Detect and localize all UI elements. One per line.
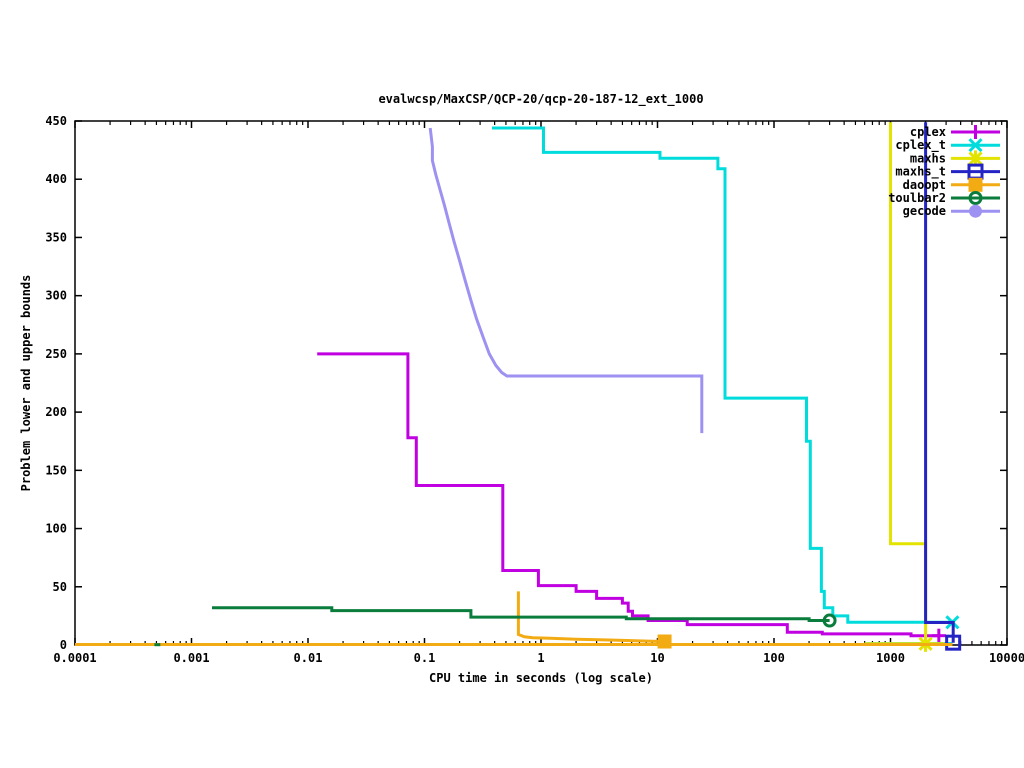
y-tick-label: 100 [45, 522, 67, 536]
legend-label-daoopt: daoopt [903, 178, 946, 192]
x-tick-label: 1 [537, 651, 544, 665]
legend-label-maxhs_t: maxhs_t [895, 165, 946, 180]
legend-marker-gecode [969, 204, 982, 218]
legend-marker-daoopt [968, 177, 983, 192]
y-tick-label: 50 [53, 580, 67, 594]
y-tick-label: 400 [45, 172, 67, 186]
x-tick-label: 0.1 [414, 651, 436, 665]
legend-label-cplex_t: cplex_t [895, 138, 946, 153]
legend-marker-cplex [968, 125, 983, 139]
y-tick-label: 150 [45, 463, 67, 477]
y-tick-label: 350 [45, 230, 67, 244]
legend-marker-toulbar2 [968, 191, 983, 205]
y-tick-label: 450 [45, 114, 67, 128]
y-tick-label: 300 [45, 289, 67, 303]
legend-item-toulbar2: toulbar2 [888, 191, 1000, 205]
series-cplex-line [317, 352, 939, 638]
series-maxhs_t-line [924, 122, 955, 643]
x-tick-label: 100 [763, 651, 785, 665]
series-cplex_t-line [492, 126, 953, 624]
x-tick-label: 0.0001 [53, 651, 96, 665]
plot-border [74, 120, 1008, 646]
y-tick-label: 250 [45, 347, 67, 361]
legend-item-maxhs_t: maxhs_t [895, 163, 1000, 180]
legend-item-daoopt: daoopt [903, 177, 1000, 192]
legend-item-cplex: cplex [910, 125, 1000, 139]
x-tick-label: 0.01 [294, 651, 323, 665]
legend-label-gecode: gecode [903, 204, 946, 218]
series-maxhs_t-marker [945, 634, 962, 651]
series-toulbar2-line [212, 606, 830, 622]
legend-label-cplex: cplex [910, 125, 946, 139]
series-daoopt-line [516, 591, 665, 643]
axes: 0 50 100 150 200 250 300 350 400 450 0.0001 0.001 0.… [45, 114, 1024, 665]
series-gecode-line [428, 127, 704, 434]
x-tick-label: 1000 [876, 651, 905, 665]
y-axis-label: Problem lower and upper bounds [19, 275, 33, 492]
series-toulbar2-marker [822, 613, 837, 628]
legend-marker-cplex_t [968, 138, 983, 153]
x-tick-label: 10000 [989, 651, 1024, 665]
series-cplex-marker [931, 628, 946, 643]
legend-item-cplex_t: cplex_t [895, 138, 1000, 153]
x-axis-label: CPU time in seconds (log scale) [429, 671, 653, 685]
x-tick-label: 10 [650, 651, 664, 665]
y-tick-label: 0 [60, 638, 67, 652]
series-lines [75, 122, 962, 652]
y-tick-label: 200 [45, 405, 67, 419]
legend-label-toulbar2: toulbar2 [888, 191, 946, 205]
chart-title: evalwcsp/MaxCSP/QCP-20/qcp-20-187-12_ext… [378, 92, 703, 107]
legend: cplexcplex_tmaxhsmaxhs_tdaoopttoulbar2ge… [888, 125, 1000, 218]
legend-label-maxhs: maxhs [910, 151, 946, 165]
x-tick-label: 0.001 [173, 651, 209, 665]
series-daoopt-marker [657, 634, 672, 649]
legend-item-gecode: gecode [903, 204, 1000, 218]
